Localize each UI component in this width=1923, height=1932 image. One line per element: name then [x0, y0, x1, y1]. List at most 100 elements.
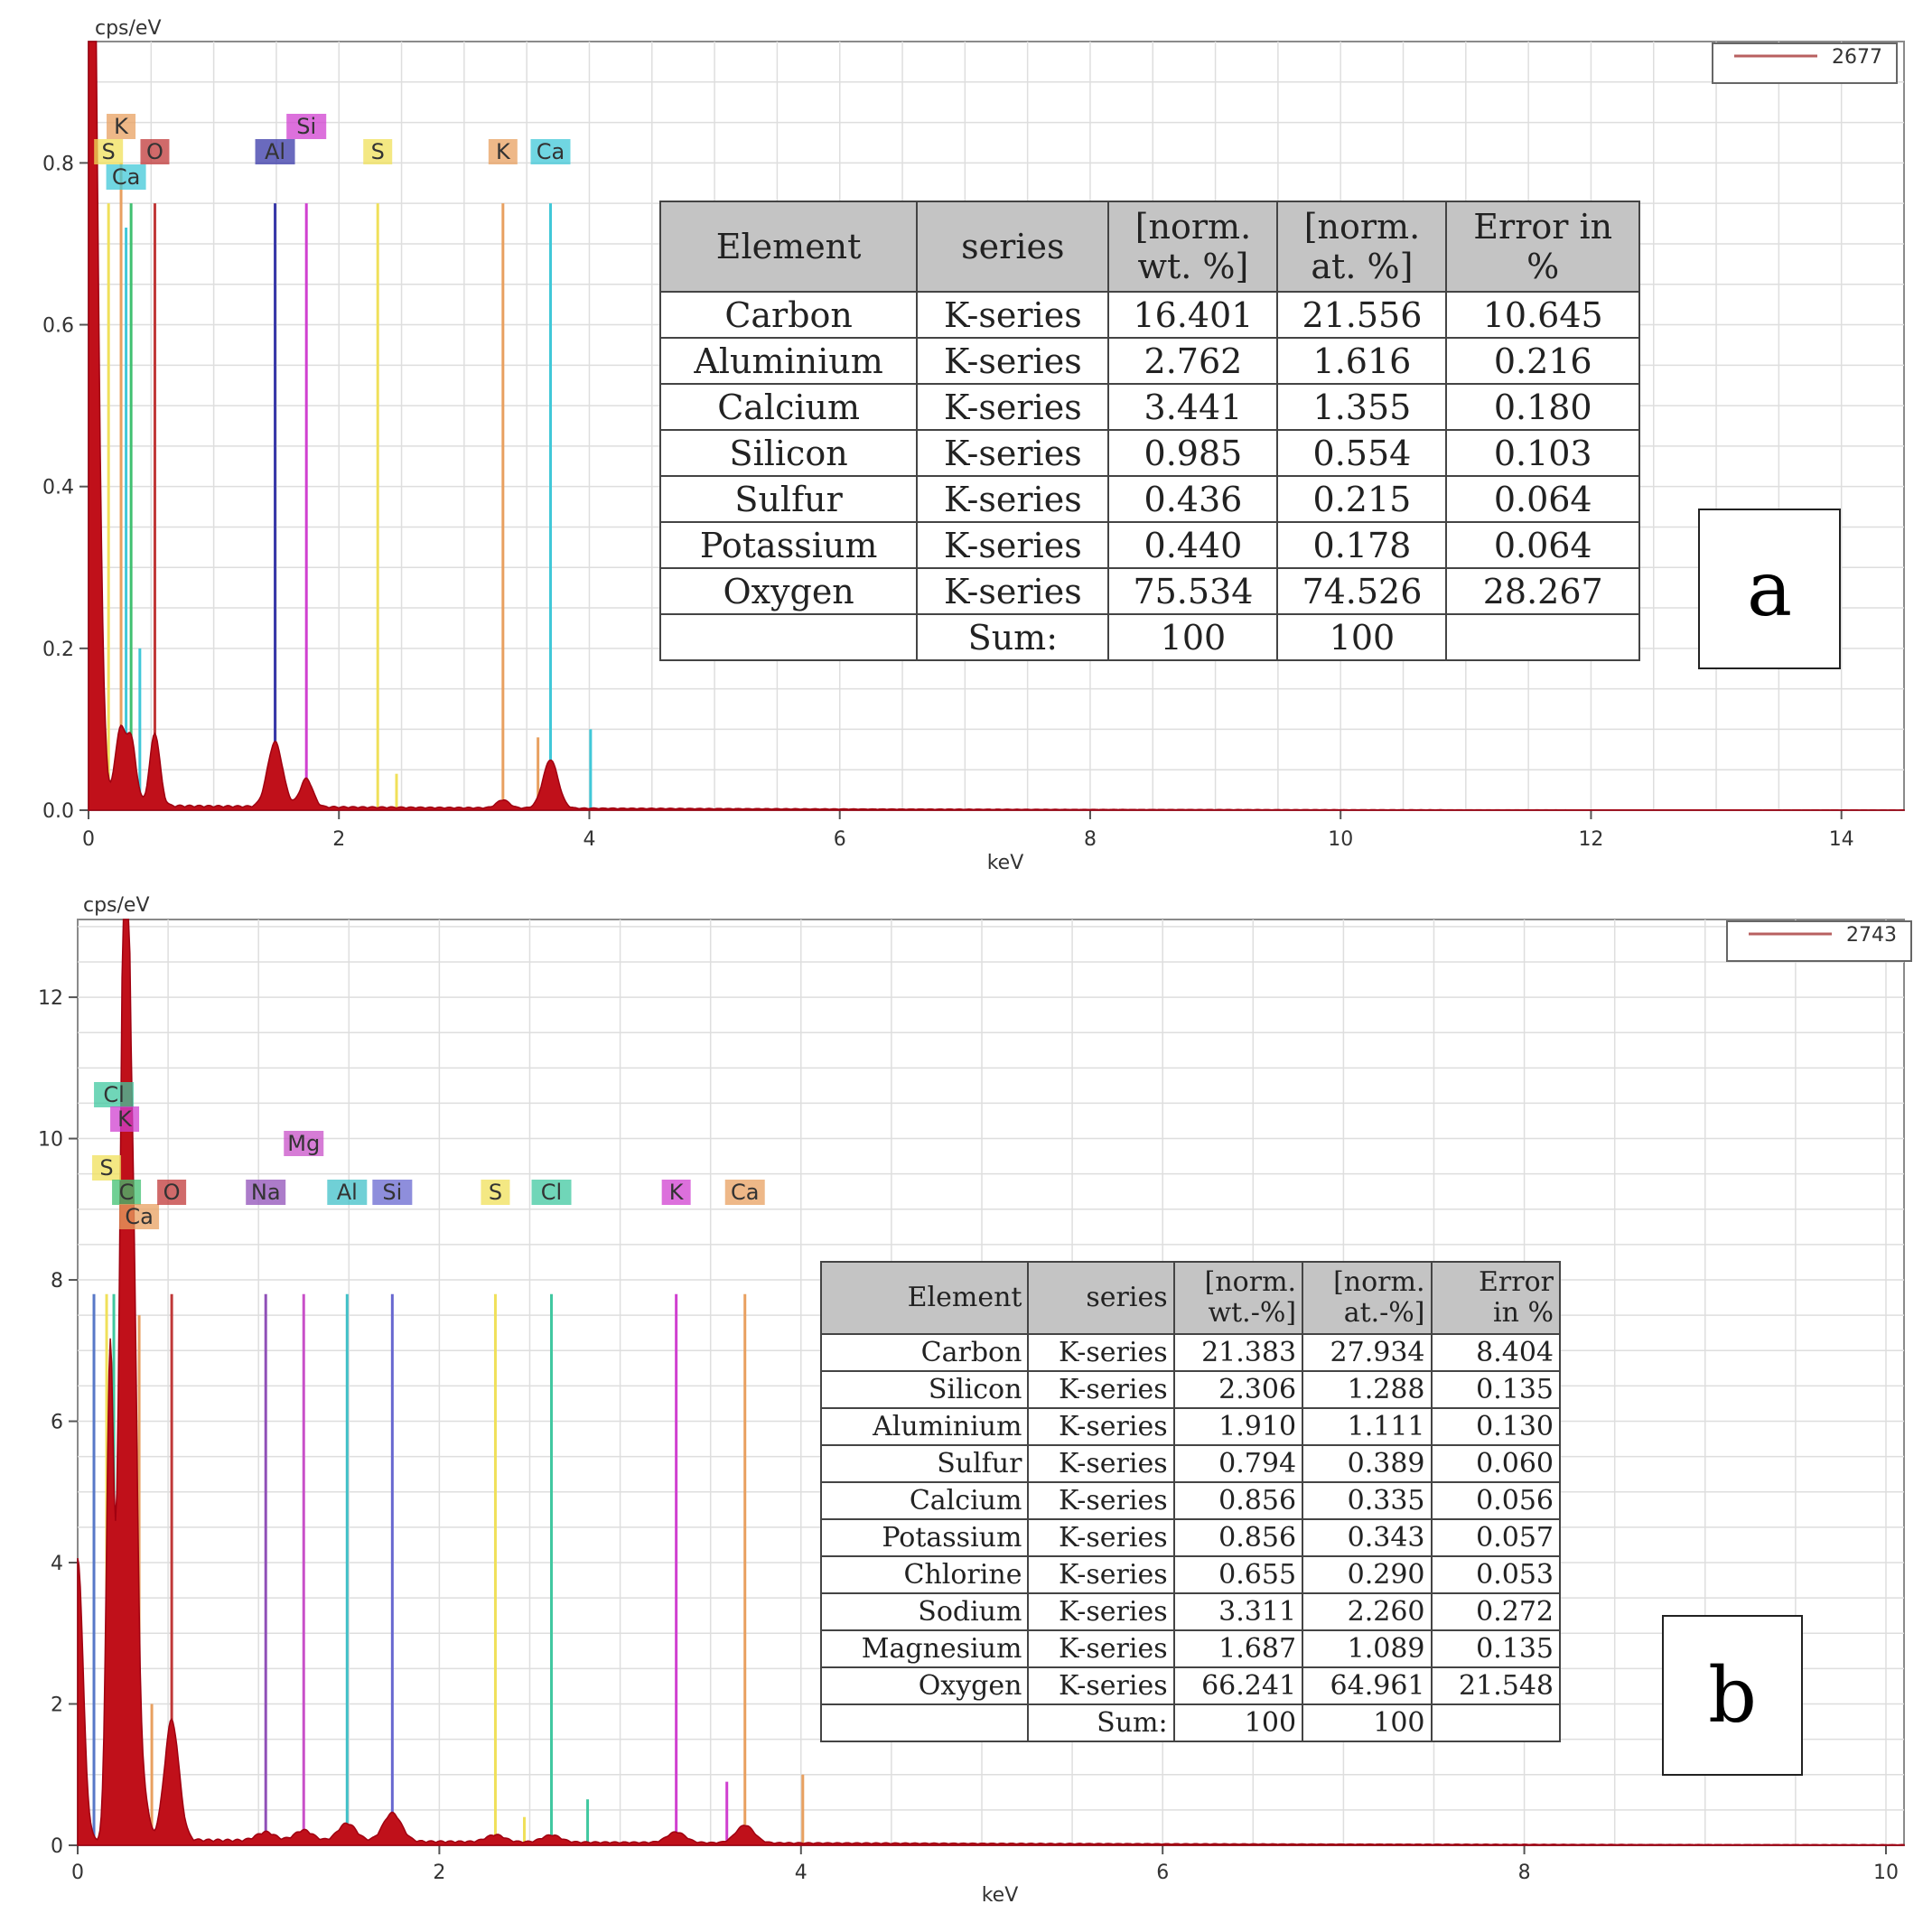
table-cell: 0.794	[1172, 1444, 1304, 1483]
element-label: C	[119, 1180, 135, 1205]
table-row: Sodium K-series 3.311 2.260 0.272	[819, 1592, 1562, 1631]
table-row: Sum: 100 100	[658, 613, 1640, 661]
table-cell: 1.288	[1302, 1370, 1433, 1409]
table-cell: K-series	[1027, 1629, 1175, 1668]
composition-table-b: Element series [norm. wt.-%] [norm. at.-%] Err…	[819, 1261, 1562, 1742]
element-label-box	[255, 139, 295, 164]
table-cell: 21.383	[1172, 1333, 1304, 1372]
table-cell: 21.556	[1276, 291, 1448, 339]
table-cell: K-series	[1027, 1370, 1175, 1409]
table-header-cell: Error in%	[1445, 201, 1640, 293]
table-cell: 0.057	[1430, 1518, 1562, 1557]
table-row: Sum: 100 100	[819, 1703, 1562, 1742]
y-tick-label: 0	[51, 1835, 63, 1858]
table-cell: 3.311	[1172, 1592, 1304, 1631]
table-cell: 0.064	[1445, 521, 1640, 569]
table-cell: Carbon	[819, 1333, 1030, 1372]
element-label: Cl	[103, 1082, 124, 1107]
table-cell: Potassium	[819, 1518, 1030, 1557]
table-cell: Aluminium	[819, 1407, 1030, 1446]
table-cell: 3.441	[1107, 383, 1279, 431]
element-label: S	[489, 1180, 502, 1205]
table-cell: 0.985	[1107, 429, 1279, 477]
table-cell: 0.056	[1430, 1481, 1562, 1520]
x-tick-label: 14	[1829, 828, 1854, 851]
element-label-box	[106, 164, 146, 190]
table-cell: 2.260	[1302, 1592, 1433, 1631]
table-cell: 100	[1302, 1703, 1433, 1742]
table-cell: 0.440	[1107, 521, 1279, 569]
x-tick-label: 8	[1518, 1862, 1531, 1884]
table-cell: 0.178	[1276, 521, 1448, 569]
table-cell: 8.404	[1430, 1333, 1562, 1372]
table-cell: K-series	[916, 429, 1110, 477]
table-cell: 0.554	[1276, 429, 1448, 477]
composition-table-a: Element series [norm. wt. %] [norm. at. %] Err…	[658, 201, 1640, 661]
x-tick-label: 4	[795, 1862, 807, 1884]
table-cell: 2.762	[1107, 337, 1279, 385]
table-header-cell: [norm. at. %]	[1276, 201, 1448, 293]
element-label: Ca	[112, 164, 140, 190]
x-tick-label: 4	[583, 828, 595, 851]
panel-label-b: b	[1662, 1615, 1803, 1776]
table-cell: Calcium	[819, 1481, 1030, 1520]
table-cell: K-series	[916, 567, 1110, 615]
element-label-box	[327, 1180, 368, 1205]
element-label: Ca	[731, 1180, 759, 1205]
panel-b: 0 2 4 6 8 10 0 2 4 6 8 10 12 cps/eV keV S Cl C K Ca O Na Mg Al S…	[0, 885, 1923, 1928]
table-cell: 0.856	[1172, 1481, 1304, 1520]
table-header-cell: Error in %	[1430, 1261, 1562, 1335]
table-cell: Magnesium	[819, 1629, 1030, 1668]
y-tick-label: 10	[38, 1129, 63, 1152]
table-cell: Sodium	[819, 1592, 1030, 1631]
table-row: Aluminium K-series 2.762 1.616 0.216	[658, 337, 1640, 385]
legend-box	[1726, 920, 1912, 962]
element-label-box	[286, 114, 327, 139]
element-label: Al	[265, 139, 285, 164]
table-cell: 75.534	[1107, 567, 1279, 615]
table-cell: K-series	[1027, 1444, 1175, 1483]
element-label-box	[284, 1131, 324, 1156]
table-cell	[658, 613, 919, 661]
table-header-row: Element series [norm. wt.-%] [norm. at.-%] Err…	[819, 1261, 1562, 1335]
table-row: Silicon K-series 2.306 1.288 0.135	[819, 1370, 1562, 1409]
element-label-box	[157, 1180, 187, 1205]
element-label-box	[531, 1180, 572, 1205]
element-label: O	[146, 139, 163, 164]
table-header-cell: series	[1027, 1261, 1175, 1335]
table-cell: 0.436	[1107, 475, 1279, 523]
spectrum-series	[88, 41, 1905, 811]
table-cell: Silicon	[819, 1370, 1030, 1409]
table-cell: 0.180	[1445, 383, 1640, 431]
table-cell: K-series	[916, 475, 1110, 523]
table-header-cell: Element	[658, 201, 919, 293]
table-cell: 10.645	[1445, 291, 1640, 339]
table-cell: 0.135	[1430, 1370, 1562, 1409]
y-tick-label: 0.4	[42, 477, 74, 499]
element-label: S	[99, 1155, 113, 1181]
table-row: Aluminium K-series 1.910 1.111 0.130	[819, 1407, 1562, 1446]
table-cell: 0.053	[1430, 1555, 1562, 1594]
y-axis-unit: cps/eV	[95, 17, 162, 40]
x-axis-unit: keV	[982, 1884, 1019, 1907]
table-cell: 16.401	[1107, 291, 1279, 339]
table-cell: Calcium	[658, 383, 919, 431]
element-label-box	[724, 1180, 765, 1205]
element-label: K	[669, 1180, 685, 1205]
element-label: K	[117, 1106, 133, 1132]
panel-label-a: a	[1698, 509, 1841, 669]
table-cell: Aluminium	[658, 337, 919, 385]
element-label: Ca	[125, 1204, 153, 1229]
element-label-box	[481, 1180, 510, 1205]
table-row: Oxygen K-series 66.241 64.961 21.548	[819, 1666, 1562, 1705]
y-tick-label: 0.0	[42, 800, 74, 823]
y-axis-unit: cps/eV	[83, 894, 150, 917]
legend-label: 2677	[1832, 46, 1882, 69]
table-cell: 66.241	[1172, 1666, 1304, 1705]
table-header-cell: [norm. wt.-%]	[1172, 1261, 1304, 1335]
table-row: Potassium K-series 0.440 0.178 0.064	[658, 521, 1640, 569]
table-row: Chlorine K-series 0.655 0.290 0.053	[819, 1555, 1562, 1594]
table-cell: 0.389	[1302, 1444, 1433, 1483]
table-row: Sulfur K-series 0.436 0.215 0.064	[658, 475, 1640, 523]
table-cell: 100	[1107, 613, 1279, 661]
